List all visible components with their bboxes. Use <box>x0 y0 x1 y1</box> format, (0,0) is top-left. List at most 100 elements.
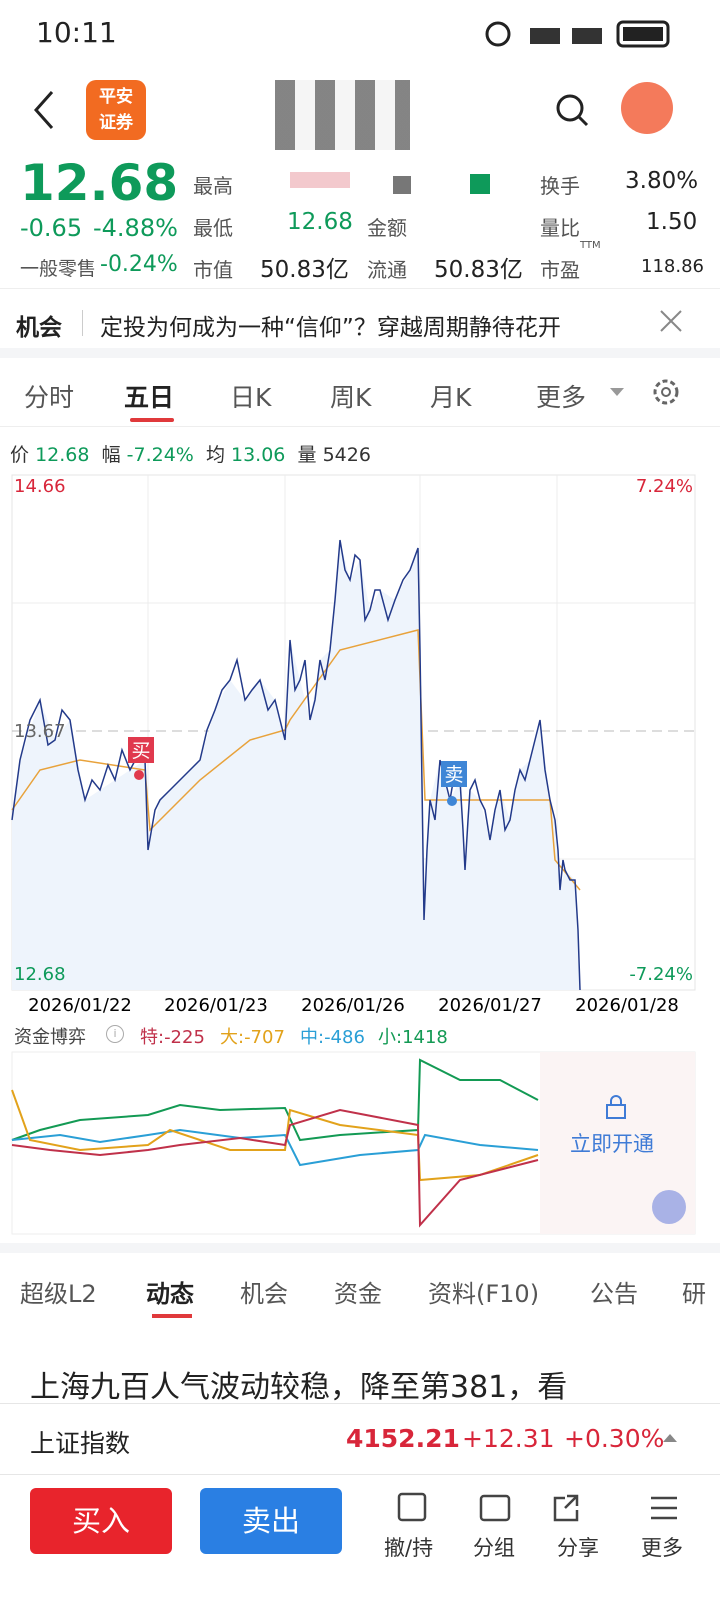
sell-badge <box>441 761 467 787</box>
content-tab-active[interactable]: 动态 <box>146 1280 194 1308</box>
chart-tab[interactable]: 月K <box>430 383 472 412</box>
chart-tab-active[interactable]: 五日 <box>124 383 175 412</box>
obscured <box>290 172 350 188</box>
status-time: 10:11 <box>36 16 117 49</box>
headline[interactable]: 上海九百人气波动较稳，降至第381，看 <box>30 1370 568 1405</box>
info-bar: 价 12.68 幅 -7.24% 均 13.06 量 5426 <box>10 440 371 467</box>
index-value: 4152.21 <box>346 1424 460 1453</box>
search-button[interactable] <box>554 92 590 128</box>
divider <box>0 288 720 289</box>
index-change: +12.31 <box>462 1424 555 1453</box>
mid-price: 13.67 <box>14 721 66 742</box>
date-label: 2026/01/23 <box>164 995 268 1016</box>
index-bar[interactable] <box>0 1403 720 1475</box>
chart-tab[interactable]: 分时 <box>24 383 75 412</box>
info-icon[interactable]: i <box>106 1025 124 1043</box>
price-area <box>12 540 580 990</box>
news-separator <box>82 310 83 336</box>
info-label: 幅 <box>101 444 121 466</box>
unlock-button[interactable]: 立即开通 <box>570 1132 654 1156</box>
stat-value: 3.80% <box>625 168 699 194</box>
buy-badge <box>128 737 154 763</box>
content-tab[interactable]: 超级L2 <box>20 1280 97 1308</box>
tool-label[interactable]: 分组 <box>473 1536 515 1560</box>
odd-lot-label: 一般零售 <box>20 258 97 280</box>
tool-label[interactable]: 分享 <box>557 1536 599 1560</box>
bottom-price: 12.68 <box>14 964 66 985</box>
stat-label: 金额 <box>367 216 407 240</box>
stat-label: 换手 <box>540 174 580 198</box>
info-value: 13.06 <box>231 444 286 466</box>
date-label: 2026/01/26 <box>301 995 405 1016</box>
bottom-pct: -7.24% <box>629 964 693 985</box>
content-tab[interactable]: 资料(F10) <box>428 1280 540 1308</box>
content-tab[interactable]: 机会 <box>240 1280 288 1308</box>
date-label: 2026/01/28 <box>575 995 679 1016</box>
stat-label: 最高 <box>193 174 233 198</box>
settings-button[interactable] <box>650 376 682 408</box>
info-value: -7.24% <box>126 444 194 466</box>
info-label: 价 <box>10 444 30 466</box>
tool-label[interactable]: 撤/持 <box>384 1536 434 1560</box>
section-gap <box>0 1243 720 1253</box>
content-tab[interactable]: 公告 <box>590 1280 638 1308</box>
dropdown-arrow <box>610 388 624 396</box>
content-tab[interactable]: 研 <box>682 1280 706 1308</box>
fund-te: 特:-225 <box>140 1027 205 1048</box>
news-tag: 机会 <box>16 315 62 341</box>
info-label: 量 <box>297 444 317 466</box>
section-gap <box>0 348 720 358</box>
fund-da: 大:-707 <box>220 1027 285 1048</box>
chart-tab[interactable]: 周K <box>330 383 372 412</box>
fund-title: 资金博弈 <box>14 1027 86 1048</box>
chart-tab[interactable]: 日K <box>230 383 272 412</box>
stat-value: 50.83亿 <box>260 257 349 283</box>
close-news[interactable] <box>658 308 684 334</box>
fund-chart <box>11 1051 696 1235</box>
divider <box>0 426 720 427</box>
tab-indicator <box>130 418 174 422</box>
obscured <box>470 174 490 194</box>
stat-label: 量比 <box>540 216 580 240</box>
top-price: 14.66 <box>14 476 66 497</box>
status-icons <box>485 20 670 48</box>
fund-xiao: 小:1418 <box>378 1027 448 1048</box>
price-chart: 买 卖 14.66 7.24% 13.67 12.68 -7.24% 2026/… <box>11 474 696 1016</box>
tool-icons <box>397 1492 677 1522</box>
stat-label: 市盈 <box>540 258 580 282</box>
stat-label: 最低 <box>193 216 233 240</box>
index-pct: +0.30% <box>564 1424 665 1453</box>
broker-logo: 平安 证券 <box>86 80 146 140</box>
buy-point <box>134 770 144 780</box>
info-value: 5426 <box>322 444 371 466</box>
change: -0.65 <box>20 214 83 242</box>
sell-label: 卖 <box>444 764 463 786</box>
change-pct: -4.88% <box>93 214 178 242</box>
stat-value: 50.83亿 <box>434 257 523 283</box>
odd-lot-value: -0.24% <box>100 252 178 277</box>
expand-button[interactable] <box>652 1190 686 1224</box>
lock-icon <box>606 1095 626 1119</box>
chart-tab[interactable]: 更多 <box>536 383 587 412</box>
tab-indicator <box>152 1314 192 1318</box>
content-tab[interactable]: 资金 <box>334 1280 382 1308</box>
avatar[interactable] <box>621 82 673 134</box>
tool-label[interactable]: 更多 <box>641 1536 683 1560</box>
date-label: 2026/01/27 <box>438 995 542 1016</box>
stat-value: 1.50 <box>646 209 698 235</box>
sell-point <box>447 796 457 806</box>
expand-arrow <box>663 1434 677 1442</box>
stat-superscript: TTM <box>580 240 601 251</box>
price: 12.68 <box>20 154 179 212</box>
top-pct: 7.24% <box>636 476 693 497</box>
back-button[interactable] <box>30 88 60 132</box>
stat-label: 市值 <box>193 258 233 282</box>
buy-label: 买 <box>131 740 150 762</box>
stat-label: 流通 <box>367 258 407 282</box>
buy-button[interactable]: 买入 <box>30 1488 172 1554</box>
news-text[interactable]: 定投为何成为一种“信仰”？穿越周期静待花开 <box>100 315 561 341</box>
pixelated-title <box>275 80 410 150</box>
sell-button[interactable]: 卖出 <box>200 1488 342 1554</box>
